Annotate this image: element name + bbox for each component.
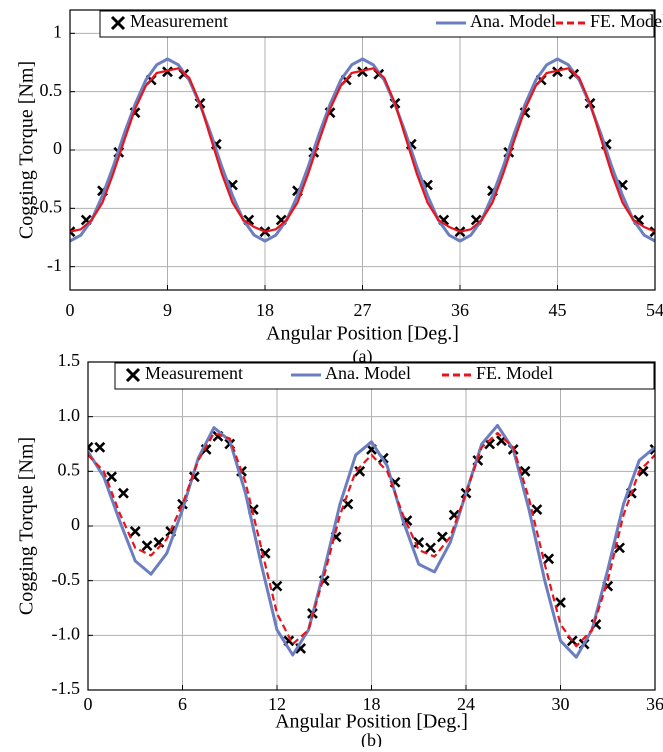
measurement-marker	[141, 540, 153, 552]
measurement-marker	[94, 441, 106, 453]
x-tick-label: 36	[646, 694, 663, 714]
caption: (b)	[361, 730, 382, 747]
model-line	[88, 423, 655, 659]
model-line	[70, 67, 655, 233]
x-tick-label: 0	[84, 694, 93, 714]
x-tick-label: 9	[163, 300, 172, 320]
x-tick-label: 0	[66, 300, 75, 320]
legend-label: FE. Model	[476, 363, 553, 383]
model-line	[70, 57, 655, 243]
y-tick-label: 0	[71, 514, 80, 534]
y-tick-label: -1	[47, 255, 62, 275]
measurement-marker	[357, 66, 368, 78]
x-tick-label: 27	[354, 300, 372, 320]
legend-marker	[125, 367, 141, 383]
legend-label: FE. Model	[590, 11, 663, 31]
measurement-marker	[519, 465, 531, 477]
y-tick-label: 0.5	[40, 80, 63, 100]
x-axis-label: Angular Position [Deg.]	[266, 323, 459, 345]
measurement-marker	[70, 226, 76, 238]
measurement-marker	[162, 66, 173, 78]
measurement-marker	[543, 553, 555, 565]
legend-label: Ana. Model	[470, 11, 556, 31]
measurement-marker	[118, 487, 129, 499]
measurement-marker	[271, 580, 283, 592]
x-tick-label: 45	[549, 300, 567, 320]
measurement-marker	[531, 504, 543, 516]
x-tick-label: 18	[256, 300, 274, 320]
legend-label: Measurement	[130, 11, 228, 31]
y-tick-label: -0.5	[52, 569, 81, 589]
y-tick-label: 0.5	[58, 459, 81, 479]
x-tick-label: 24	[457, 694, 475, 714]
x-tick-label: 18	[363, 694, 381, 714]
plot-frame	[69, 9, 656, 291]
measurement-marker	[88, 441, 94, 453]
y-tick-label: 1.0	[58, 405, 81, 425]
measurement-marker	[425, 542, 436, 554]
x-tick-label: 30	[552, 694, 570, 714]
x-axis-label: Angular Position [Deg.]	[275, 711, 468, 733]
legend-box	[114, 362, 655, 390]
x-tick-label: 12	[268, 694, 286, 714]
measurement-marker	[436, 531, 448, 543]
x-tick-label: 36	[451, 300, 469, 320]
y-tick-label: 1.5	[58, 350, 81, 370]
legend-marker	[110, 15, 126, 31]
measurement-marker	[484, 438, 496, 450]
measurement-marker	[649, 444, 655, 455]
y-tick-label: 0	[53, 138, 62, 158]
x-tick-label: 6	[178, 694, 187, 714]
y-tick-label: -1.5	[52, 678, 81, 698]
y-tick-label: 1	[53, 21, 62, 41]
measurement-marker	[649, 226, 655, 238]
measurement-marker	[354, 465, 366, 477]
measurement-marker	[129, 526, 141, 537]
legend-label: Ana. Model	[325, 363, 411, 383]
legend-label: Measurement	[145, 363, 243, 383]
y-tick-label: -0.5	[34, 196, 63, 216]
measurement-marker	[552, 66, 563, 78]
y-axis-label: Cogging Torque [Nm]	[16, 61, 38, 239]
plot-frame	[87, 361, 656, 691]
model-line	[88, 431, 655, 648]
measurement-marker	[637, 465, 649, 477]
measurement-marker	[555, 597, 566, 608]
y-axis-label: Cogging Torque [Nm]	[16, 437, 38, 615]
measurement-marker	[106, 471, 118, 483]
x-tick-label: 54	[646, 300, 663, 320]
y-tick-label: -1.0	[52, 623, 81, 643]
